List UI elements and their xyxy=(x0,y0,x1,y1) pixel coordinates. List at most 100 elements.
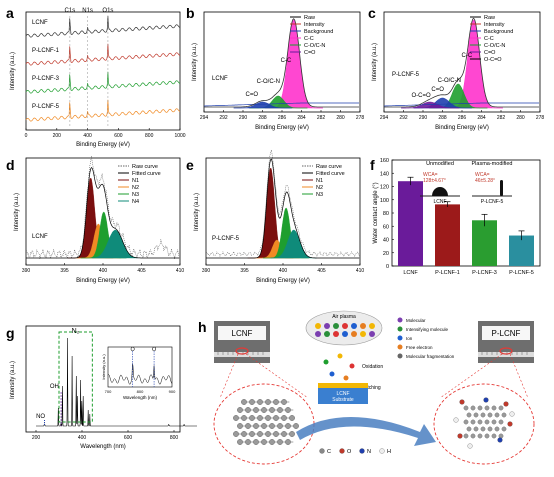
lattice-atom xyxy=(261,439,267,445)
panel-d-tick-label: 395 xyxy=(60,268,69,274)
lattice-atom xyxy=(237,439,243,445)
lattice-atom xyxy=(470,433,476,439)
panel-c-tick-label: 286 xyxy=(458,115,467,121)
lattice-atom xyxy=(241,415,247,421)
lattice-atom xyxy=(261,423,267,429)
panel-g-tick-label: 400 xyxy=(78,435,87,441)
inset-wca-label: WCA= xyxy=(475,172,490,178)
bar-ytick-label: 140 xyxy=(380,171,389,177)
panel-b-tick-label: 288 xyxy=(258,115,267,121)
functional-group-atom xyxy=(483,397,489,403)
inset-droplet xyxy=(500,180,503,196)
zoom-line xyxy=(439,353,503,399)
lattice-atom xyxy=(491,405,497,411)
c1s-legend-label: Raw xyxy=(304,15,315,21)
incoming-particle xyxy=(329,371,335,377)
panel-g-oh-label: OH xyxy=(50,384,59,390)
panel-b-tick-label: 292 xyxy=(219,115,228,121)
lattice-atom xyxy=(501,426,507,432)
n1s-legend-label: N2 xyxy=(316,185,323,191)
bar-ytick-label: 60 xyxy=(383,224,389,230)
panel-a-tick-label: 0 xyxy=(25,133,28,139)
atom-legend-label: H xyxy=(387,449,391,455)
lattice-atom xyxy=(273,415,279,421)
n1s-legend-label: N1 xyxy=(316,178,323,184)
panel-b-tick-label: 284 xyxy=(297,115,306,121)
atom-legend-label: C xyxy=(327,449,331,455)
n1s-sample-label: P-LCNF-5 xyxy=(212,236,240,242)
lattice-atom xyxy=(277,439,283,445)
c1s-legend-label: Background xyxy=(484,29,513,35)
bar-ytick-label: 80 xyxy=(383,211,389,217)
c1s-component-peak xyxy=(233,101,292,109)
panel-letter-f: f xyxy=(370,157,375,173)
lattice-atom xyxy=(480,426,486,432)
plasma-particle xyxy=(369,323,375,329)
bar-category-label: LCNF xyxy=(403,270,418,276)
photo-sample xyxy=(482,326,530,340)
lattice-atom xyxy=(249,431,255,437)
lattice-atom xyxy=(281,431,287,437)
panel-ylabel: Intensity (a.u.) xyxy=(372,43,378,81)
lattice-atom xyxy=(494,412,500,418)
panel-g-inset-xtick: 900 xyxy=(169,389,176,394)
c1s-background-line xyxy=(204,102,359,107)
lattice-atom xyxy=(233,431,239,437)
panel-c-tick-label: 284 xyxy=(477,115,486,121)
lattice-atom xyxy=(487,426,493,432)
zoom-circle xyxy=(433,383,535,465)
lattice-atom xyxy=(265,399,271,405)
c1s-legend-label: Raw xyxy=(484,15,495,21)
panel-a-peak-label-o1s: O1s xyxy=(102,8,113,14)
bar xyxy=(398,181,423,266)
lattice-atom xyxy=(249,399,255,405)
incoming-particle xyxy=(343,375,349,381)
inset-wca-label: 128±4.67° xyxy=(423,178,446,184)
panel-g-n2-box xyxy=(58,331,93,423)
etching-label: Etching xyxy=(364,385,381,391)
panel-letter-b: b xyxy=(186,5,195,21)
lattice-atom xyxy=(285,439,291,445)
lattice-atom xyxy=(257,431,263,437)
panel-a-sample-label: LCNF xyxy=(32,20,48,26)
species-legend-dot xyxy=(397,317,403,323)
process-arrow xyxy=(296,417,436,446)
n1s-xlabel: Binding Energy (eV) xyxy=(76,278,130,284)
lattice-atom xyxy=(463,419,469,425)
panel-b-tick-label: 286 xyxy=(278,115,287,121)
c1s-annotation: C-C xyxy=(462,53,473,59)
bar-ytick-label: 0 xyxy=(386,264,389,270)
substrate-label: Substrate xyxy=(332,397,354,403)
n1s-legend-label: N3 xyxy=(132,192,139,198)
panel-a-tick-label: 200 xyxy=(53,133,62,139)
bar-ytick-label: 20 xyxy=(383,251,389,257)
panel-letter-c: c xyxy=(368,5,376,21)
bar-ylabel: Water contact angle (°) xyxy=(373,182,379,243)
lattice-atom xyxy=(269,407,275,413)
bar xyxy=(435,204,460,266)
panel-a-sample-label: P-LCNF-1 xyxy=(32,48,60,54)
bar-category-label: P-LCNF-1 xyxy=(435,270,460,276)
panel-c-tick-label: 288 xyxy=(438,115,447,121)
lattice-atom xyxy=(285,407,291,413)
panel-a-tick-label: 800 xyxy=(145,133,154,139)
panel-a-spectrum xyxy=(25,71,181,94)
panel-g-inset-xtick: 700 xyxy=(105,389,112,394)
functional-group-atom xyxy=(507,421,513,427)
lattice-atom xyxy=(473,426,479,432)
n1s-ylabel: Intensity (a.u.) xyxy=(14,193,20,231)
panel-letter-d: d xyxy=(6,157,15,173)
functional-group-atom xyxy=(509,411,515,417)
panel-a-tick-label: 600 xyxy=(114,133,123,139)
panel-g-tick-label: 600 xyxy=(124,435,133,441)
panel-letter-g: g xyxy=(6,325,15,341)
panel-a-tick-label: 1000 xyxy=(174,133,185,139)
lattice-atom xyxy=(237,407,243,413)
substrate-block xyxy=(318,388,368,404)
panel-e-tick-label: 400 xyxy=(279,268,288,274)
plasma-particle xyxy=(369,331,375,337)
species-legend-label: Intensifying molecule xyxy=(406,327,449,332)
species-legend-dot xyxy=(397,353,403,359)
inset-wca-label: WCA= xyxy=(423,172,438,178)
plasma-particle xyxy=(342,331,348,337)
